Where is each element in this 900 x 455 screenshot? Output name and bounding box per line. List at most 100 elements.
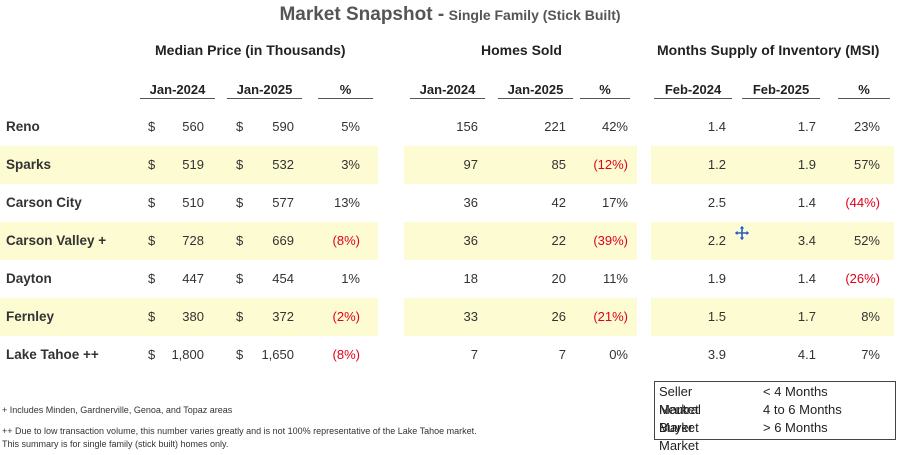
row-highlight-band <box>651 222 894 260</box>
median-pct-value: 3% <box>341 157 360 172</box>
footnote-summary: This summary is for single family (stick… <box>2 439 229 449</box>
msi-feb2024-value: 2.5 <box>707 195 726 210</box>
msi-header: Months Supply of Inventory (MSI) <box>657 42 880 58</box>
sold-jan2025-value: 85 <box>551 157 566 172</box>
median-jan2024-value: 447 <box>182 271 204 286</box>
msi-pct-value: (26%) <box>845 271 880 286</box>
col-median-jan2025: Jan-2025 <box>236 82 293 97</box>
footnote-carson-valley: + Includes Minden, Gardnerville, Genoa, … <box>2 405 233 415</box>
median-pct-value: (8%) <box>332 347 360 362</box>
median-jan2025-value: 590 <box>272 119 294 134</box>
col-msi-pct: % <box>858 82 870 97</box>
sold-jan2024-value: 156 <box>456 119 478 134</box>
header-underline <box>498 98 573 99</box>
msi-pct-value: 52% <box>853 233 880 248</box>
header-underline <box>742 98 820 99</box>
header-underline <box>654 98 732 99</box>
title-subtitle: Single Family (Stick Built) <box>448 7 621 23</box>
median-pct-value: 1% <box>341 271 360 286</box>
sold-pct-value: 0% <box>609 347 628 362</box>
median-jan2024-value: 728 <box>182 233 204 248</box>
col-sold-jan2024: Jan-2024 <box>419 82 476 97</box>
msi-feb2024-value: 1.4 <box>707 119 726 134</box>
median-jan2024-value: 380 <box>182 309 204 324</box>
sold-jan2025-value: 26 <box>551 309 566 324</box>
median-jan2024-value: 1,800 <box>171 347 204 362</box>
move-cursor-icon <box>734 225 750 241</box>
col-msi-feb2025: Feb-2025 <box>752 82 810 97</box>
legend-label: Seller Market <box>659 384 699 417</box>
median-jan2025-value: 669 <box>272 233 294 248</box>
msi-pct-value: 8% <box>861 309 880 324</box>
row-highlight-band <box>404 222 637 260</box>
median-jan2025-value: 532 <box>272 157 294 172</box>
sold-pct-value: 17% <box>601 195 628 210</box>
sold-jan2025-value: 7 <box>558 347 566 362</box>
sold-jan2024-value: 97 <box>463 157 478 172</box>
table-row: Fernley $380 $372 (2%) 33 26 (21%) 1.5 1.7 8% <box>0 298 900 336</box>
table-row: Carson City $510 $577 13% 36 42 17% 2.5 1.4 (44%) <box>0 184 900 222</box>
currency-symbol: $ <box>236 347 244 362</box>
table-row: Reno $560 $590 5% 156 221 42% 1.4 1.7 23% <box>0 108 900 146</box>
sold-jan2024-value: 33 <box>463 309 478 324</box>
currency-symbol: $ <box>236 157 244 172</box>
msi-feb2025-value: 1.4 <box>797 271 816 286</box>
median-jan2025-value: 454 <box>272 271 294 286</box>
currency-symbol: $ <box>148 309 156 324</box>
legend-label: Buyer Market <box>659 420 699 453</box>
currency-symbol: $ <box>236 119 244 134</box>
page-title: Market Snapshot - Single Family (Stick B… <box>0 4 900 26</box>
currency-symbol: $ <box>236 271 244 286</box>
sold-jan2024-value: 7 <box>470 347 478 362</box>
currency-symbol: $ <box>148 347 156 362</box>
msi-feb2025-value: 1.7 <box>797 119 816 134</box>
currency-symbol: $ <box>148 233 156 248</box>
legend-value: < 4 Months <box>763 384 828 399</box>
header-underline <box>140 98 215 99</box>
homes-sold-header: Homes Sold <box>481 42 562 58</box>
msi-feb2025-value: 3.4 <box>797 233 816 248</box>
msi-feb2025-value: 4.1 <box>797 347 816 362</box>
median-jan2024-value: 510 <box>182 195 204 210</box>
row-label: Lake Tahoe ++ <box>6 347 99 362</box>
header-underline <box>318 98 373 99</box>
msi-feb2024-value: 2.2 <box>707 233 726 248</box>
msi-pct-value: 23% <box>853 119 880 134</box>
title-main: Market Snapshot - <box>279 4 445 25</box>
header-underline <box>580 98 630 99</box>
median-jan2025-value: 1,650 <box>261 347 294 362</box>
header-underline <box>227 98 302 99</box>
row-highlight-band <box>651 298 894 336</box>
legend-label: Neutral Market <box>659 402 701 435</box>
sold-jan2025-value: 42 <box>551 195 566 210</box>
sold-pct-value: (39%) <box>593 233 628 248</box>
sold-jan2024-value: 36 <box>463 195 478 210</box>
sold-jan2025-value: 221 <box>544 119 566 134</box>
row-label: Dayton <box>6 271 52 286</box>
footnote-lake-tahoe: ++ Due to low transaction volume, this n… <box>2 426 477 436</box>
sold-jan2024-value: 36 <box>463 233 478 248</box>
row-label: Carson City <box>6 195 82 210</box>
row-label: Reno <box>6 119 40 134</box>
msi-feb2024-value: 1.9 <box>707 271 726 286</box>
median-jan2025-value: 372 <box>272 309 294 324</box>
currency-symbol: $ <box>236 233 244 248</box>
legend-value: 4 to 6 Months <box>763 402 842 417</box>
msi-feb2025-value: 1.7 <box>797 309 816 324</box>
msi-feb2024-value: 1.2 <box>707 157 726 172</box>
row-label: Carson Valley + <box>6 233 107 248</box>
table-row: Carson Valley + $728 $669 (8%) 36 22 (39%) 2.2 3… <box>0 222 900 260</box>
currency-symbol: $ <box>236 195 244 210</box>
msi-feb2024-value: 1.5 <box>707 309 726 324</box>
header-underline <box>410 98 485 99</box>
sold-jan2025-value: 22 <box>551 233 566 248</box>
row-highlight-band <box>404 298 637 336</box>
currency-symbol: $ <box>236 309 244 324</box>
currency-symbol: $ <box>148 271 156 286</box>
col-sold-pct: % <box>599 82 611 97</box>
col-sold-jan2025: Jan-2025 <box>507 82 564 97</box>
sold-pct-value: (21%) <box>593 309 628 324</box>
row-highlight-band <box>0 222 378 260</box>
row-highlight-band <box>0 146 378 184</box>
table-row: Lake Tahoe ++ $1,800 $1,650 (8%) 7 7 0% 3.9 4.1 7… <box>0 336 900 374</box>
